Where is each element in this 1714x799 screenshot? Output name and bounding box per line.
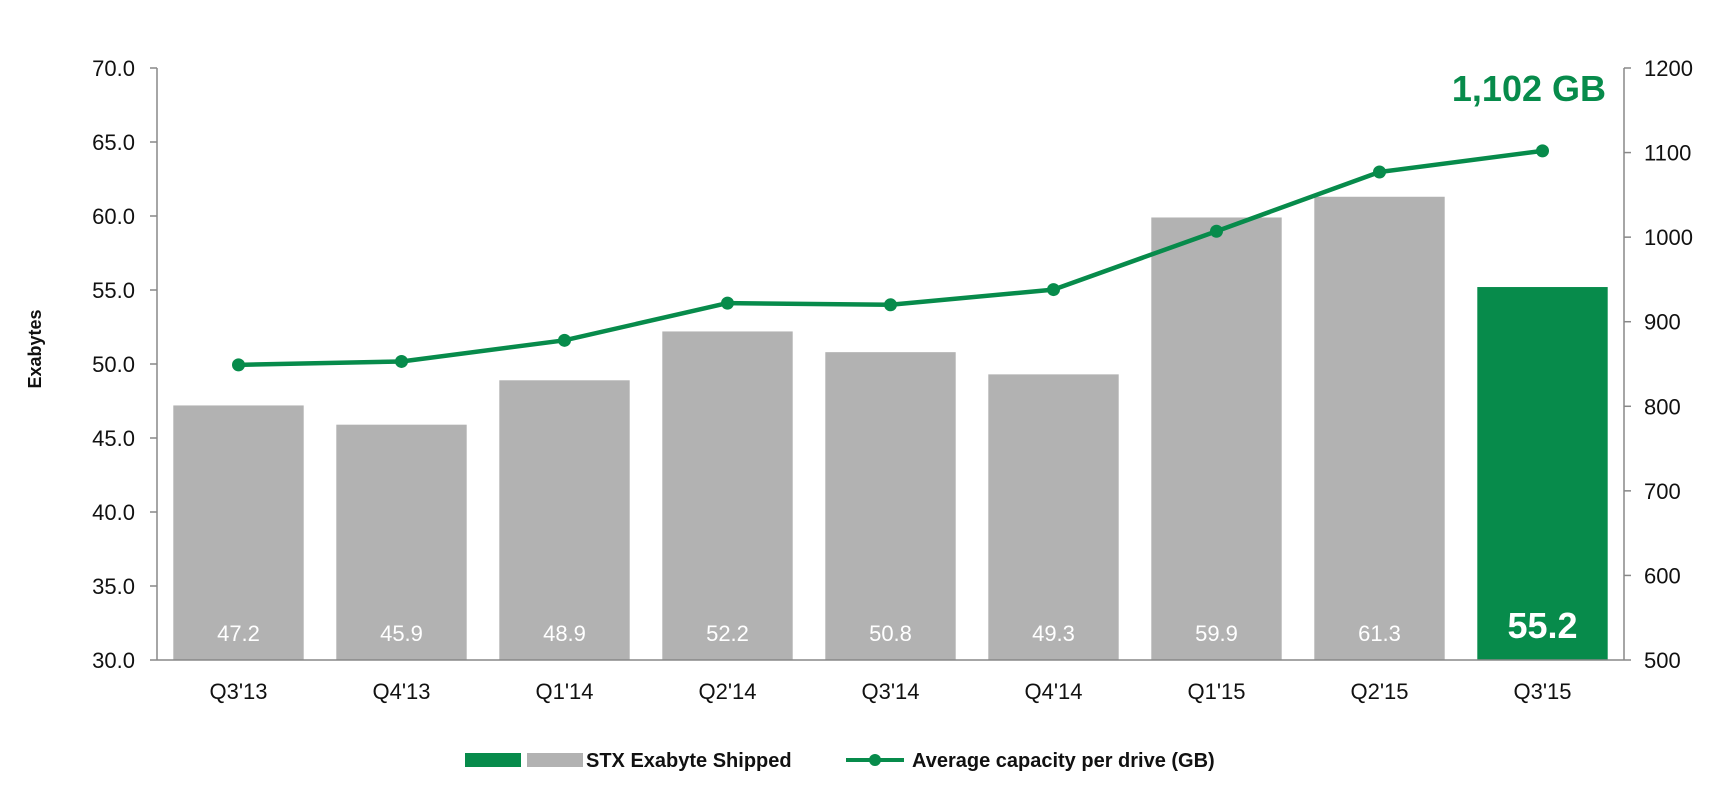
- capacity-point-4: [884, 298, 897, 312]
- line-series-group: [232, 144, 1549, 372]
- category-label-6: Q1'15: [1187, 679, 1245, 704]
- category-labels: Q3'13 Q4'13 Q1'14 Q2'14 Q3'14 Q4'14 Q1'15 Q2'15…: [209, 679, 1571, 704]
- bar-value-label-5: 49.3: [1032, 621, 1075, 646]
- bar-value-label-7: 61.3: [1358, 621, 1401, 646]
- line-end-annotation: 1,102 GB: [1452, 68, 1606, 109]
- legend-label-bars: STX Exabyte Shipped: [586, 750, 792, 772]
- right-tick-1: 600: [1644, 563, 1681, 588]
- bar-value-label-1: 45.9: [380, 621, 423, 646]
- left-tick-4: 50.0: [92, 352, 135, 377]
- left-tick-labels: 30.0 35.0 40.0 45.0 50.0 55.0 60.0 65.0 70.0: [92, 56, 157, 673]
- bar-8: [1477, 287, 1608, 660]
- left-tick-7: 65.0: [92, 130, 135, 155]
- capacity-point-3: [721, 296, 734, 310]
- capacity-point-5: [1047, 283, 1060, 297]
- bar-value-label-0: 47.2: [217, 621, 260, 646]
- category-label-2: Q1'14: [535, 679, 593, 704]
- bar-value-label-4: 50.8: [869, 621, 912, 646]
- bar-2: [499, 380, 630, 660]
- bar-0: [173, 405, 304, 660]
- category-label-0: Q3'13: [209, 679, 267, 704]
- bar-4: [825, 352, 956, 660]
- bar-5: [988, 374, 1119, 660]
- legend-swatch-marker: [869, 754, 881, 766]
- category-label-7: Q2'15: [1350, 679, 1408, 704]
- left-tick-3: 45.0: [92, 426, 135, 451]
- bar-3: [662, 331, 793, 660]
- left-tick-1: 35.0: [92, 574, 135, 599]
- category-label-3: Q2'14: [698, 679, 756, 704]
- right-tick-4: 900: [1644, 310, 1681, 335]
- capacity-point-7: [1373, 165, 1386, 179]
- left-tick-2: 40.0: [92, 500, 135, 525]
- bar-7: [1314, 196, 1445, 660]
- category-label-4: Q3'14: [861, 679, 919, 704]
- bar-value-label-2: 48.9: [543, 621, 586, 646]
- bar-value-label-3: 52.2: [706, 621, 749, 646]
- category-label-8: Q3'15: [1513, 679, 1571, 704]
- category-label-5: Q4'14: [1024, 679, 1082, 704]
- right-tick-3: 800: [1644, 394, 1681, 419]
- capacity-point-2: [558, 333, 571, 347]
- left-tick-5: 55.0: [92, 278, 135, 303]
- capacity-point-6: [1210, 224, 1223, 238]
- right-tick-0: 500: [1644, 648, 1681, 673]
- bar-6: [1151, 217, 1282, 661]
- bar-1: [336, 424, 467, 660]
- right-tick-2: 700: [1644, 479, 1681, 504]
- left-tick-0: 30.0: [92, 648, 135, 673]
- legend-swatch-highlight: [465, 753, 521, 767]
- capacity-point-1: [395, 354, 408, 368]
- right-tick-labels: 500 600 700 800 900 1000 1100 1200: [1624, 56, 1693, 673]
- y-axis-title: Exabytes: [25, 309, 45, 388]
- right-tick-6: 1100: [1644, 141, 1691, 166]
- bar-value-label-8: 55.2: [1507, 605, 1577, 646]
- right-tick-5: 1000: [1644, 225, 1693, 250]
- bars-group: [173, 196, 1608, 661]
- category-label-1: Q4'13: [372, 679, 430, 704]
- legend: STX Exabyte Shipped Average capacity per…: [465, 750, 1215, 772]
- bar-value-labels: 47.2 45.9 48.9 52.2 50.8 49.3 59.9 61.3 55.2: [217, 605, 1577, 646]
- capacity-point-8: [1536, 144, 1549, 158]
- legend-label-line: Average capacity per drive (GB): [912, 750, 1215, 772]
- capacity-point-0: [232, 358, 245, 372]
- bar-value-label-6: 59.9: [1195, 621, 1238, 646]
- left-tick-8: 70.0: [92, 56, 135, 81]
- left-tick-6: 60.0: [92, 204, 135, 229]
- right-tick-7: 1200: [1644, 56, 1693, 81]
- legend-swatch-bar: [527, 753, 583, 767]
